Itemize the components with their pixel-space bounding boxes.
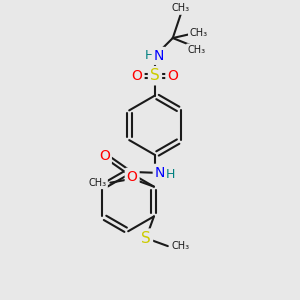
Text: CH₃: CH₃ — [190, 28, 208, 38]
Text: H: H — [166, 168, 176, 181]
Text: N: N — [155, 166, 165, 180]
Text: O: O — [127, 170, 138, 184]
Text: N: N — [154, 49, 164, 63]
Text: O: O — [99, 149, 110, 163]
Text: O: O — [167, 69, 178, 83]
Text: S: S — [150, 68, 160, 83]
Text: CH₃: CH₃ — [172, 3, 190, 13]
Text: CH₃: CH₃ — [172, 241, 190, 251]
Text: CH₃: CH₃ — [88, 178, 106, 188]
Text: H: H — [144, 50, 154, 62]
Text: O: O — [132, 69, 142, 83]
Text: S: S — [141, 231, 151, 246]
Text: CH₃: CH₃ — [188, 45, 206, 55]
